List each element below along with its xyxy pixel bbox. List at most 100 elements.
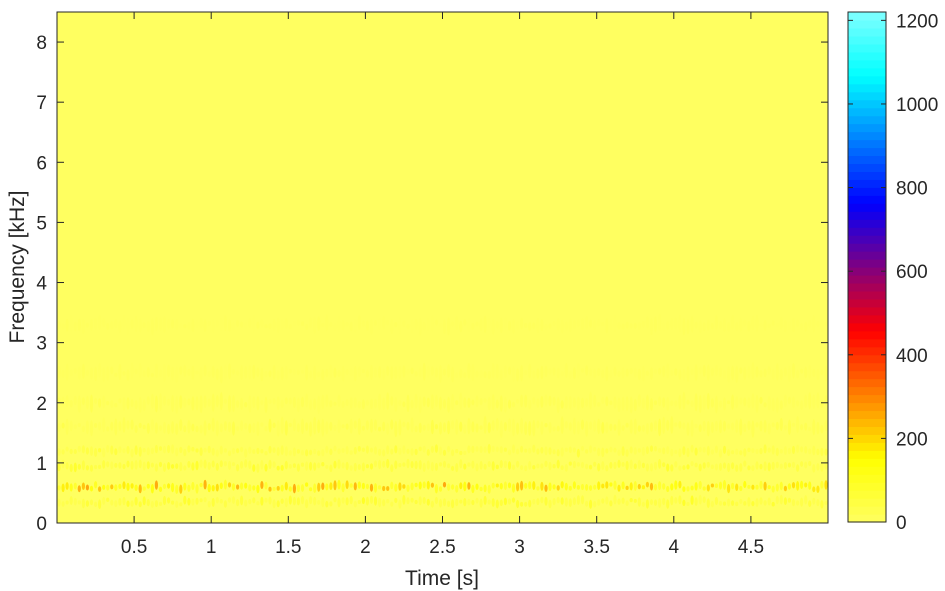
heatmap-cell — [686, 502, 690, 506]
heatmap-cell — [483, 495, 487, 505]
heatmap-cell — [296, 423, 300, 433]
heatmap-cell — [759, 447, 763, 455]
heatmap-cell — [548, 395, 552, 407]
heatmap-cell — [653, 420, 658, 431]
heatmap-cell — [61, 483, 65, 493]
heatmap-cell — [678, 495, 682, 505]
heatmap-cell — [641, 424, 646, 432]
heatmap-cell — [609, 423, 613, 431]
heatmap-cell — [783, 485, 788, 492]
heatmap-cell — [329, 464, 333, 473]
heatmap-cell — [215, 368, 219, 381]
heatmap-cell — [552, 498, 556, 506]
heatmap-cell — [313, 448, 317, 455]
heatmap-cell — [150, 318, 154, 336]
heatmap-cell — [305, 364, 309, 381]
heatmap-cell — [499, 499, 503, 507]
heatmap-cell — [369, 483, 374, 492]
heatmap-cell — [674, 368, 678, 376]
heatmap-cell — [552, 426, 556, 432]
heatmap-cell — [560, 319, 564, 334]
heatmap-cell — [280, 399, 284, 409]
heatmap-cell — [706, 498, 710, 508]
heatmap-cell — [349, 465, 353, 471]
heatmap-cell — [118, 421, 122, 432]
colorbar-segment — [848, 426, 886, 435]
heatmap-cell — [552, 367, 556, 376]
heatmap-cell — [670, 448, 674, 457]
heatmap-cell — [349, 495, 353, 505]
heatmap-cell — [804, 321, 808, 332]
heatmap-cell — [548, 421, 552, 434]
heatmap-cell — [98, 448, 102, 453]
y-tick-label: 4 — [36, 274, 47, 295]
heatmap-cell — [325, 394, 329, 407]
heatmap-cell — [572, 367, 577, 380]
heatmap-cell — [341, 462, 345, 469]
heatmap-cell — [369, 463, 374, 470]
heatmap-cell — [686, 447, 690, 458]
heatmap-cell — [260, 422, 264, 427]
heatmap-cell — [524, 482, 528, 489]
heatmap-cell — [211, 447, 215, 456]
heatmap-cell — [682, 368, 686, 381]
heatmap-cell — [556, 318, 560, 331]
heatmap-cell — [248, 423, 252, 434]
heatmap-cell — [710, 421, 715, 433]
colorbar-segment — [848, 330, 886, 340]
heatmap-cell — [702, 446, 706, 453]
heatmap-cell — [284, 365, 288, 380]
heatmap-cell — [154, 500, 158, 508]
heatmap-cell — [430, 445, 434, 453]
heatmap-cell — [641, 501, 646, 507]
heatmap-cell — [499, 460, 503, 469]
colorbar-tick-label: 0 — [896, 513, 907, 534]
heatmap-cell — [812, 419, 816, 436]
heatmap-cell — [77, 485, 81, 493]
colorbar-tick-label: 800 — [896, 179, 928, 200]
heatmap-cell — [333, 460, 337, 469]
heatmap-cell — [386, 486, 390, 491]
heatmap-cell — [520, 394, 524, 408]
heatmap-cell — [57, 423, 61, 432]
heatmap-cell — [804, 366, 808, 379]
heatmap-cell — [532, 465, 536, 470]
heatmap-cell — [272, 422, 276, 429]
heatmap-cell — [605, 366, 609, 382]
heatmap-cell — [171, 444, 175, 454]
colorbar-segment — [848, 274, 886, 284]
heatmap-cell — [511, 497, 516, 503]
heatmap-cell — [662, 416, 666, 434]
heatmap-cell — [763, 444, 767, 454]
heatmap-cell — [812, 315, 816, 333]
heatmap-cell — [81, 445, 85, 454]
heatmap-cell — [633, 418, 637, 435]
heatmap-cell — [276, 396, 280, 411]
heatmap-cell — [455, 316, 459, 330]
heatmap-cell — [589, 464, 593, 470]
heatmap-cell — [280, 366, 284, 381]
heatmap-cell — [503, 460, 507, 469]
heatmap-cell — [528, 460, 532, 470]
heatmap-cell — [690, 444, 694, 453]
heatmap-cell — [57, 485, 61, 491]
heatmap-cell — [743, 480, 747, 489]
heatmap-cell — [459, 392, 463, 410]
heatmap-cell — [321, 497, 325, 508]
heatmap-cell — [718, 481, 723, 490]
heatmap-cell — [467, 397, 471, 408]
heatmap-cell — [791, 482, 796, 489]
heatmap-cell — [65, 318, 69, 332]
heatmap-cell — [747, 397, 751, 409]
heatmap-cell — [771, 501, 775, 507]
heatmap-cell — [783, 367, 788, 377]
heatmap-cell — [378, 497, 382, 508]
heatmap-cell — [325, 421, 329, 435]
heatmap-cell — [613, 494, 617, 505]
heatmap-cell — [804, 461, 808, 469]
heatmap-cell — [532, 370, 536, 379]
heatmap-cell — [150, 419, 154, 431]
heatmap-cell — [698, 366, 702, 375]
heatmap-cell — [410, 461, 414, 469]
heatmap-cell — [288, 368, 292, 374]
